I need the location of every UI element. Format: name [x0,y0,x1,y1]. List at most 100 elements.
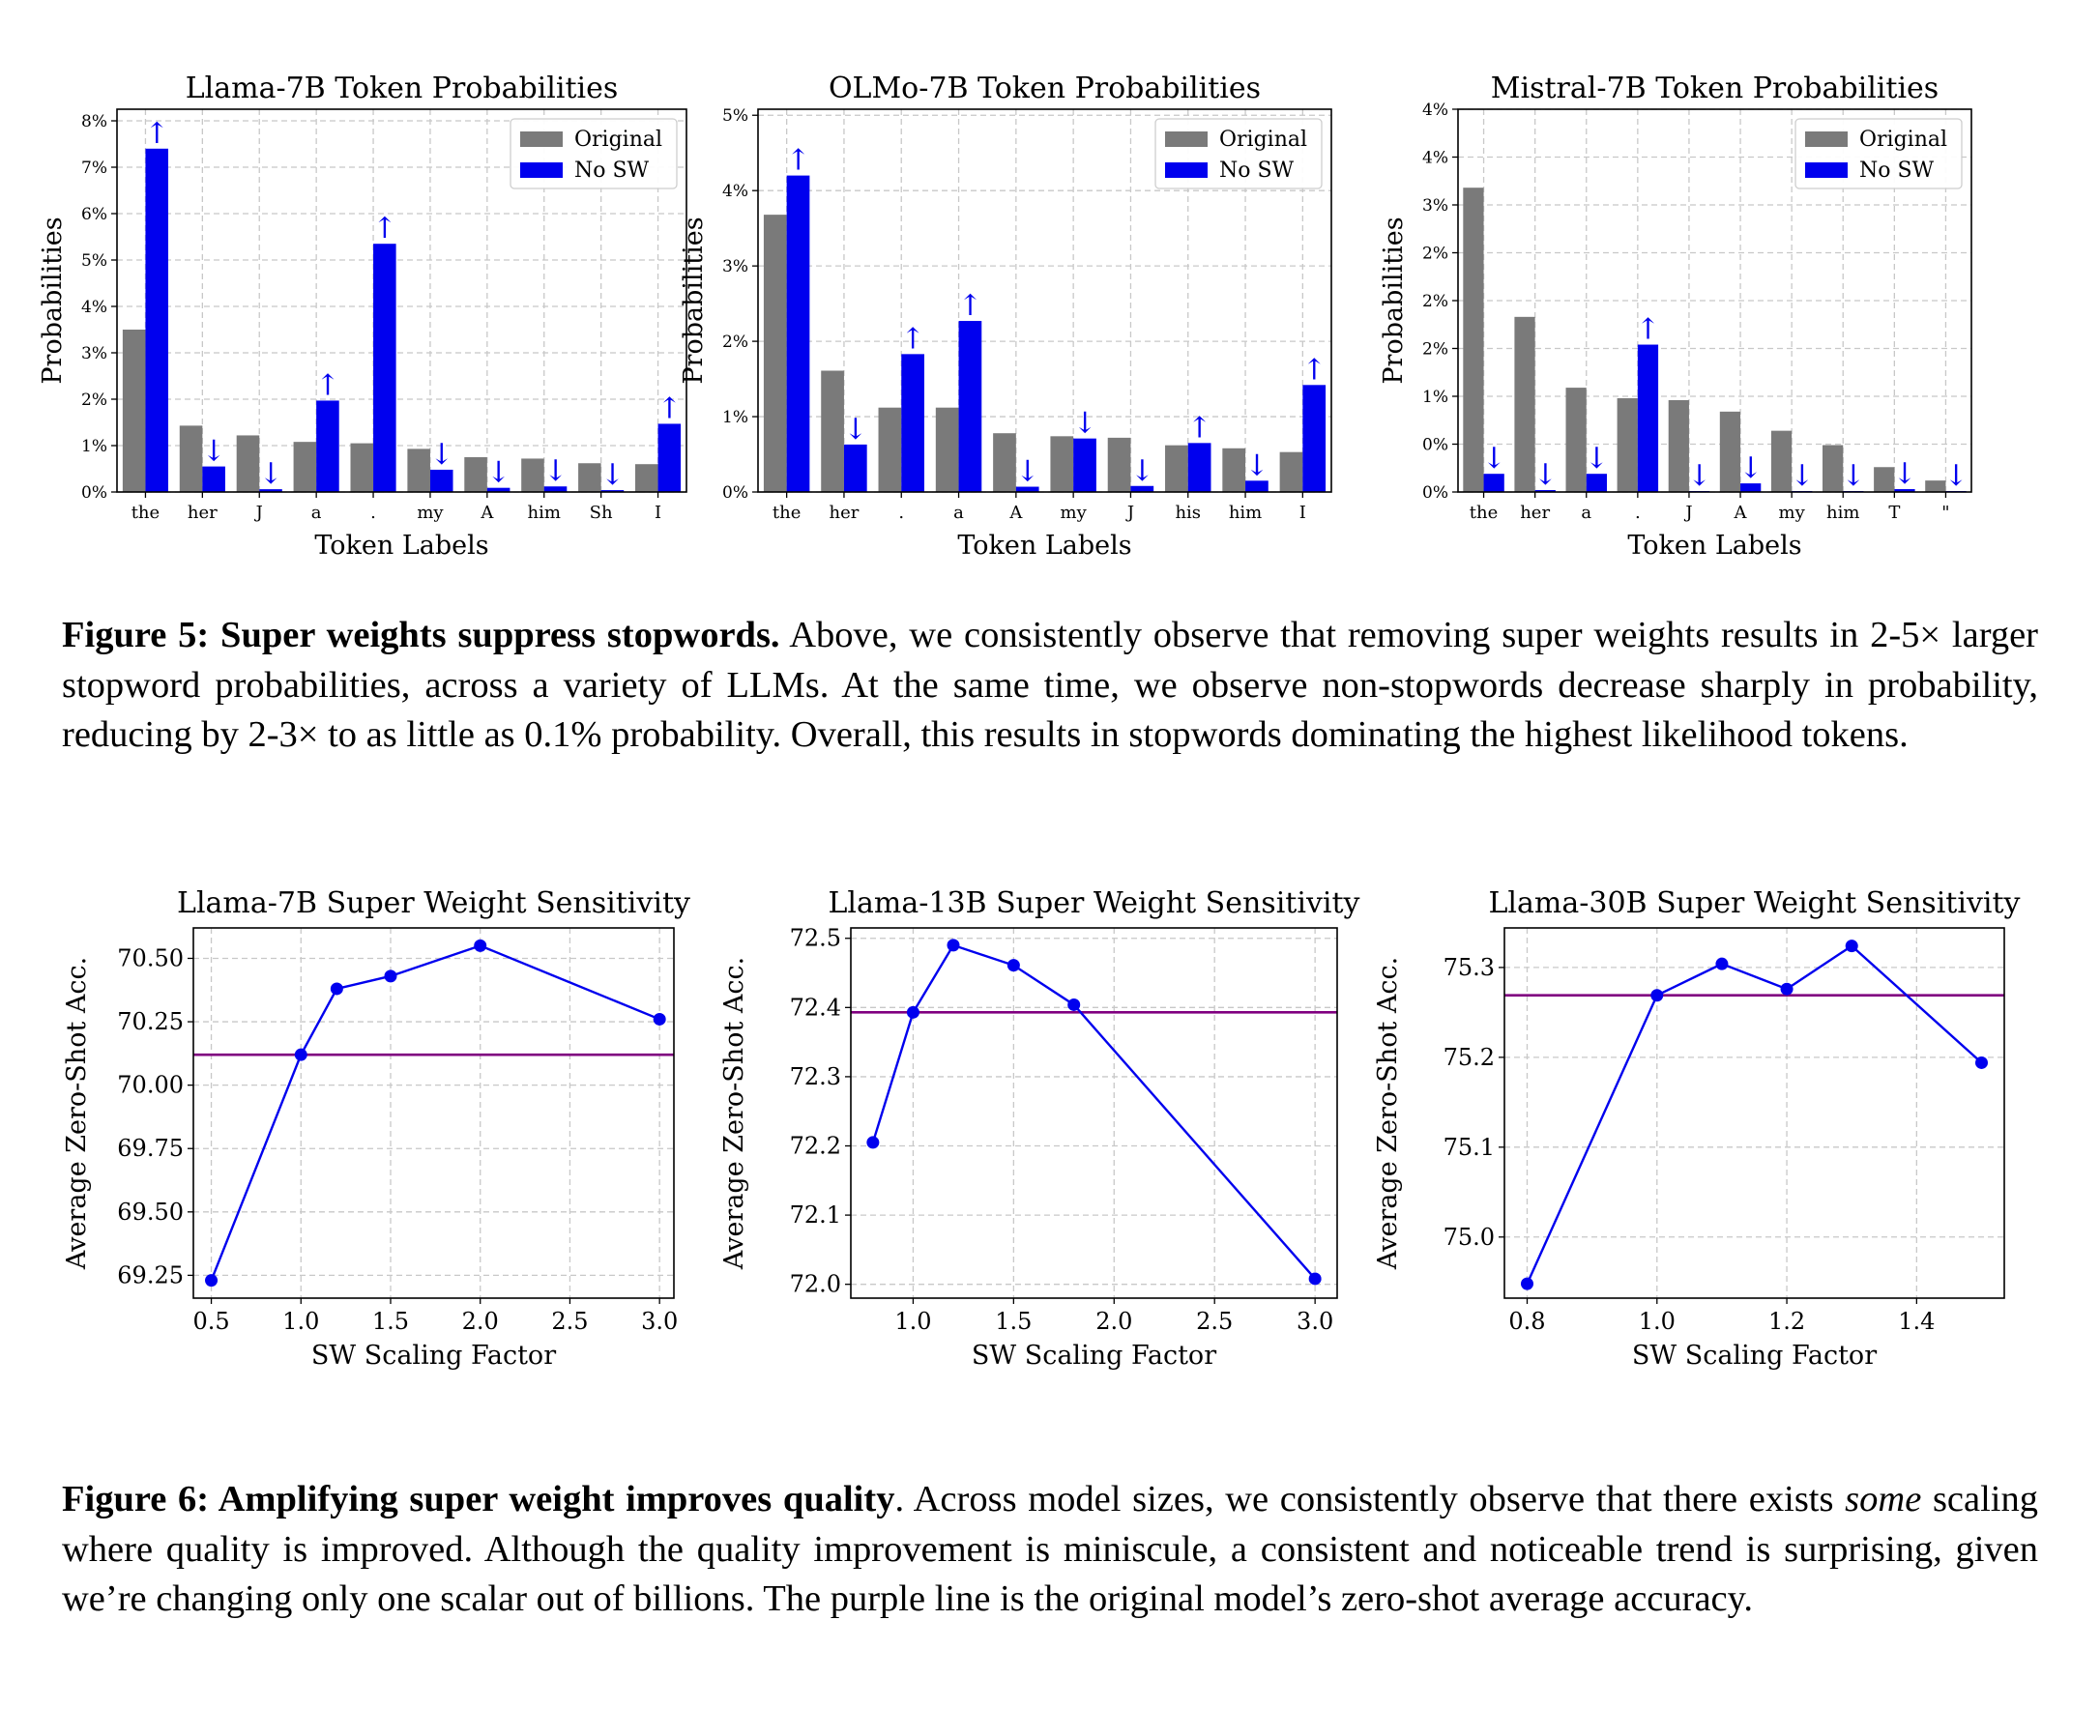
y-tick-label: 3% [722,257,748,276]
y-tick-label: 6% [81,205,107,224]
series-line [210,944,660,1282]
bar-no-sw [1637,344,1659,492]
x-tick-label: 1.4 [1898,1308,1935,1335]
bar-no-sw [429,469,453,492]
change-arrow: ↓ [1841,459,1865,493]
change-arrow: ↓ [202,435,226,469]
y-tick-label: 1% [81,437,107,456]
legend-label-no-sw: No SW [574,159,650,183]
change-arrow: ↓ [600,458,625,492]
bar-no-sw [202,466,225,492]
llama7b-token-probabilities-chart: 0% 1% 2% 3% 4% 5% 6% 7% 8% ↑ the ↓ her ↓ J ↑ a ↑. ↓ my ↓ A ↓ hi… [38,72,687,561]
x-tick-label: 1.0 [1639,1308,1676,1335]
y-tick-label: 3% [81,344,107,363]
legend-swatch-original [520,131,563,147]
y-tick-label: 70.50 [117,944,184,971]
bar-no-sw [316,400,339,492]
y-axis-label: Average Zero-Shot Acc. [1373,957,1403,1270]
series-line [871,943,1317,1280]
x-tick-label: A [1008,503,1023,523]
bar-original [1165,445,1188,492]
x-tick-label: 0.5 [192,1308,229,1335]
data-point [1715,957,1729,970]
y-tick-label: 0% [722,483,748,503]
data-point [906,1005,919,1019]
grid [193,928,674,1298]
bar-original [1279,451,1303,492]
bar-no-sw [373,244,396,492]
figure-5-caption: Figure 5: Super weights suppress stopwor… [62,611,2038,761]
bar-no-sw [1894,489,1915,492]
legend-label-original: Original [1859,128,1947,152]
x-tick-label: the [773,503,801,523]
bar-original [1222,448,1246,492]
x-tick-label: him [1826,503,1859,523]
y-tick-label: 2% [1422,245,1448,264]
bar-original [1463,188,1484,492]
bar-original [521,458,544,492]
bar-no-sw [1534,490,1556,492]
change-arrow: ↑ [786,144,810,178]
legend-swatch-original [1165,131,1208,147]
x-tick-label: 2.0 [462,1308,499,1335]
chart-title: Mistral-7B Token Probabilities [1491,72,1939,105]
x-tick-label: 1.5 [995,1308,1032,1335]
bar-original [236,435,260,492]
data-point [1845,940,1858,953]
bar-original [179,425,203,492]
x-tick-label: 0.8 [1508,1308,1545,1335]
y-tick-label: 72.2 [790,1133,841,1160]
series-line [1526,944,1983,1285]
change-arrow: ↓ [429,438,453,472]
y-tick-label: 72.0 [790,1271,841,1298]
change-arrow: ↓ [486,456,510,490]
bar-original [578,463,601,492]
x-tick-label: 1.5 [372,1308,409,1335]
bar-no-sw [786,175,810,492]
change-arrow: ↑ [901,322,925,356]
x-tick-label: my [1061,503,1088,523]
y-tick-label: 75.1 [1444,1134,1495,1161]
mistral7b-token-probabilities-chart: 0% 0% 1% 2% 2% 2% 3% 4% 4% ↓ the ↓ her ↓ a ↑. ↓ J ↓ A ↓ my ↓ hi… [1379,72,1972,561]
bar-original [763,215,787,493]
x-tick-label: A [480,503,494,523]
x-tick-label: J [1125,503,1134,523]
bar-original [993,433,1016,492]
bar-original [1050,436,1074,492]
data-point [330,982,343,996]
x-tick-label: I [1299,503,1306,523]
bar-original [407,448,430,492]
chart-title: OLMo-7B Token Probabilities [829,72,1261,105]
x-tick-label: 2.0 [1095,1308,1132,1335]
y-tick-label: 4% [81,298,107,317]
x-tick-label: 3.0 [641,1308,678,1335]
y-tick-label: 69.75 [117,1135,184,1162]
figure-6-text-1: . Across model sizes, we consistently ob… [894,1479,1846,1519]
bar-original [293,442,317,492]
y-tick-label: 7% [81,159,107,178]
bar-original [464,457,487,492]
x-tick-label: a [953,503,964,523]
llama13b-sensitivity-chart: 72.0 72.1 72.2 72.3 72.4 72.5 1.0 1.5 2.0 2.5 3.0 L… [719,886,1360,1371]
bar-original [1107,437,1131,492]
data-point [1006,959,1020,972]
change-arrow: ↑ [1187,411,1211,445]
x-axis-label: Token Labels [314,531,488,561]
bar-original [1565,388,1587,492]
change-arrow: ↓ [1892,457,1916,491]
figure-6-text-2: scaling where quality is improved. Altho… [62,1479,2038,1619]
y-axis-label: Probabilities [1379,217,1409,384]
legend-label-original: Original [574,128,662,152]
data-point [947,939,960,952]
y-tick-label: 75.2 [1444,1044,1495,1071]
chart-title: Llama-30B Super Weight Sensitivity [1488,886,2020,920]
bar-no-sw [1015,486,1039,492]
change-arrow: ↓ [258,457,282,491]
y-tick-label: 69.50 [117,1199,184,1226]
change-arrow: ↑ [372,212,396,246]
bar-no-sw [145,148,169,493]
y-tick-label: 3% [1422,196,1448,216]
change-arrow: ↓ [543,454,568,488]
bar-original [1719,411,1741,492]
bar-original [350,443,374,492]
